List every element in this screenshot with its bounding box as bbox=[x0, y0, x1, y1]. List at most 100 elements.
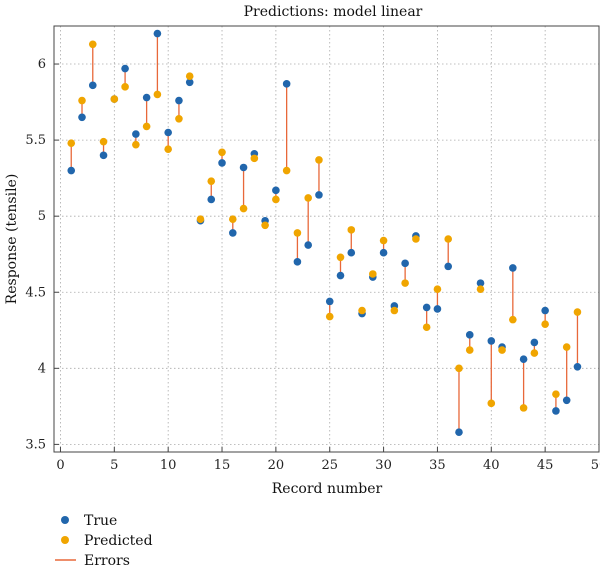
predicted-point bbox=[552, 390, 560, 398]
true-point bbox=[476, 279, 485, 287]
legend: True Predicted Errors bbox=[55, 513, 153, 569]
predicted-point bbox=[444, 235, 453, 243]
legend-true-marker bbox=[61, 516, 69, 524]
predicted-point bbox=[78, 96, 86, 105]
x-axis-ticks: 0 5 10 15 20 25 30 35 40 45 50 bbox=[56, 447, 600, 473]
true-point bbox=[379, 248, 388, 257]
x-tick-label: 30 bbox=[375, 458, 392, 473]
true-point bbox=[347, 248, 356, 257]
predicted-point bbox=[185, 72, 194, 81]
x-tick-label: 45 bbox=[537, 458, 554, 473]
true-point bbox=[272, 186, 280, 195]
x-tick-label: 25 bbox=[321, 458, 338, 473]
true-point bbox=[519, 355, 528, 363]
predicted-point bbox=[218, 148, 226, 157]
grid-lines bbox=[54, 26, 600, 452]
predicted-point bbox=[142, 122, 151, 131]
predicted-point bbox=[412, 235, 420, 243]
legend-true-label: True bbox=[84, 513, 117, 529]
predicted-point bbox=[379, 236, 388, 245]
true-point bbox=[293, 258, 302, 266]
y-tick-label: 5 bbox=[38, 209, 46, 224]
predicted-point bbox=[99, 137, 108, 146]
predicted-point bbox=[261, 221, 269, 230]
true-point bbox=[99, 151, 108, 160]
predicted-point bbox=[369, 270, 377, 278]
true-point bbox=[465, 331, 474, 339]
true-point bbox=[67, 166, 76, 175]
predicted-point bbox=[293, 229, 302, 237]
true-point bbox=[530, 338, 539, 347]
x-tick-label: 10 bbox=[160, 458, 177, 473]
true-point bbox=[207, 195, 216, 204]
predicted-point bbox=[562, 343, 571, 351]
true-point bbox=[153, 29, 162, 38]
legend-errors-label: Errors bbox=[84, 553, 130, 569]
predicted-point bbox=[110, 95, 119, 103]
true-point bbox=[185, 78, 194, 87]
true-point bbox=[562, 396, 571, 405]
predicted-points bbox=[67, 40, 582, 412]
x-tick-label: 40 bbox=[483, 458, 500, 473]
predicted-point bbox=[390, 306, 399, 315]
legend-predicted-marker bbox=[61, 536, 69, 544]
predicted-point bbox=[509, 315, 517, 324]
x-tick-label: 5 bbox=[110, 458, 118, 473]
true-point bbox=[78, 113, 86, 122]
true-point bbox=[88, 81, 97, 90]
true-point bbox=[239, 163, 248, 172]
true-points bbox=[67, 29, 582, 437]
legend-predicted-label: Predicted bbox=[84, 533, 153, 549]
true-point bbox=[142, 93, 151, 102]
predicted-point bbox=[239, 204, 248, 213]
predicted-point bbox=[304, 194, 312, 202]
predicted-point bbox=[476, 285, 485, 294]
predicted-point bbox=[530, 349, 539, 357]
predicted-point bbox=[121, 83, 129, 91]
y-tick-label: 6 bbox=[38, 57, 46, 72]
y-axis-ticks: 3.5 4 4.5 5 5.5 6 bbox=[25, 57, 59, 452]
predicted-point bbox=[132, 140, 140, 149]
y-tick-label: 5.5 bbox=[25, 133, 46, 148]
predicted-point bbox=[164, 145, 172, 154]
true-point bbox=[325, 297, 334, 306]
predicted-point bbox=[573, 308, 582, 316]
predicted-point bbox=[347, 226, 356, 234]
true-point bbox=[121, 64, 129, 73]
true-point bbox=[541, 306, 549, 315]
predicted-point bbox=[487, 399, 496, 408]
predicted-point bbox=[433, 285, 442, 294]
predicted-point bbox=[465, 346, 474, 354]
true-point bbox=[336, 271, 345, 280]
true-point bbox=[132, 130, 140, 138]
x-tick-label: 15 bbox=[214, 458, 231, 473]
y-tick-label: 4 bbox=[38, 361, 46, 376]
true-point bbox=[573, 363, 582, 371]
predicted-point bbox=[519, 404, 528, 412]
chart-title: Predictions: model linear bbox=[244, 4, 423, 20]
predicted-point bbox=[175, 115, 183, 123]
predicted-point bbox=[88, 40, 97, 49]
true-point bbox=[433, 305, 442, 313]
predicted-point bbox=[207, 177, 216, 185]
predicted-point bbox=[250, 154, 259, 163]
y-tick-label: 3.5 bbox=[25, 437, 46, 452]
predicted-point bbox=[358, 306, 366, 315]
predicted-point bbox=[282, 166, 291, 175]
x-tick-label: 0 bbox=[56, 458, 64, 473]
predicted-point bbox=[422, 323, 431, 332]
true-point bbox=[444, 262, 453, 271]
predicted-point bbox=[272, 195, 280, 204]
y-tick-label: 4.5 bbox=[25, 285, 46, 300]
true-point bbox=[487, 337, 496, 345]
true-point bbox=[455, 428, 463, 437]
y-axis-label: Response (tensile) bbox=[4, 174, 20, 305]
x-tick-label: 20 bbox=[268, 458, 285, 473]
x-tick-label: 50 bbox=[591, 458, 600, 473]
true-point bbox=[218, 159, 226, 167]
true-point bbox=[552, 407, 560, 415]
true-point bbox=[315, 191, 323, 199]
predicted-point bbox=[455, 364, 463, 373]
error-lines bbox=[70, 33, 579, 433]
